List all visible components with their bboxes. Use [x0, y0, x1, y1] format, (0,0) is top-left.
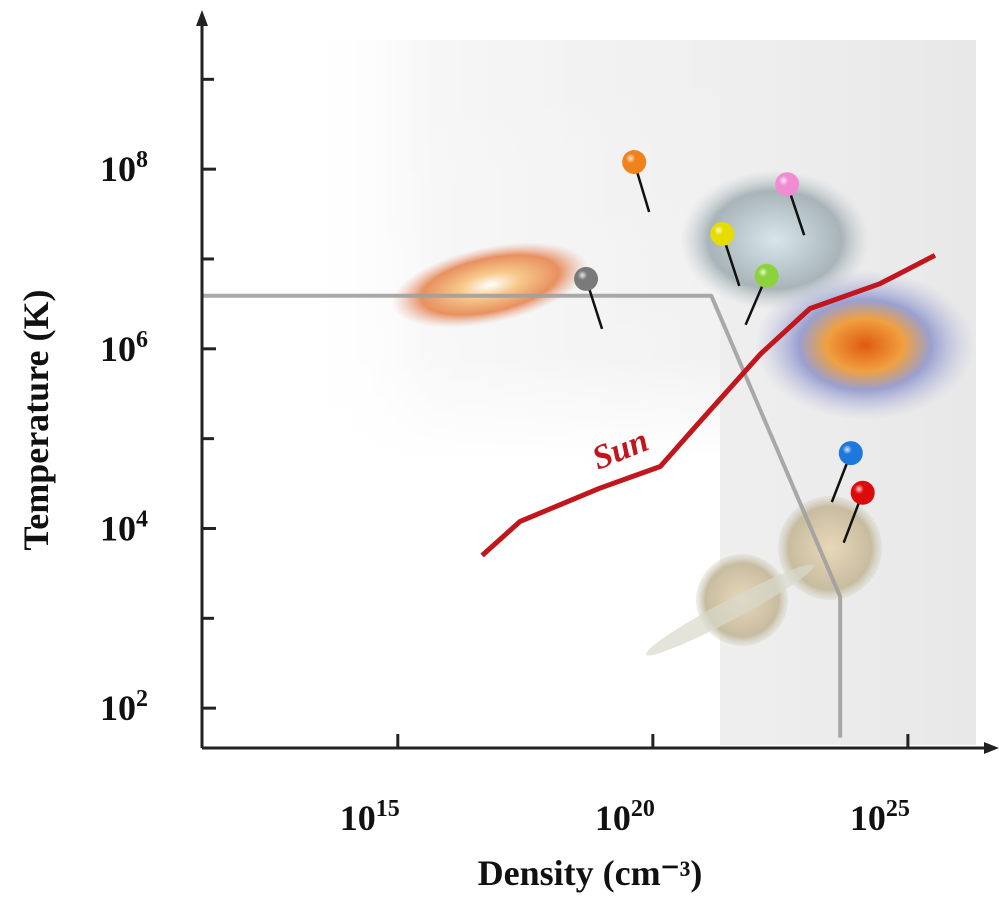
y-tick-label: 102 — [100, 686, 148, 728]
pin-highlight — [755, 264, 779, 288]
y-axis-arrow — [196, 10, 208, 26]
pin-highlight — [775, 172, 799, 196]
y-tick-label: 104 — [100, 506, 148, 548]
y-axis-title: Temperature (K) — [16, 290, 56, 551]
x-axis-arrow — [984, 742, 999, 754]
pin-highlight — [622, 150, 646, 174]
y-tick-label: 106 — [100, 327, 148, 369]
y-tick-label: 108 — [100, 147, 148, 189]
x-axis-title: Density (cm⁻³) — [478, 853, 703, 893]
pin-highlight — [710, 222, 734, 246]
pin-highlight — [574, 267, 598, 291]
page: {"chart_data": { "type": "scatter", "x_l… — [0, 0, 999, 909]
chart: Sun 102104106108101510201025 Density (cm… — [0, 0, 999, 909]
pin-highlight — [839, 441, 863, 465]
pin-highlight — [851, 481, 875, 505]
x-tick-label: 1025 — [850, 796, 910, 838]
background-art — [300, 40, 976, 745]
x-tick-label: 1020 — [595, 796, 655, 838]
x-tick-label: 1015 — [340, 796, 400, 838]
